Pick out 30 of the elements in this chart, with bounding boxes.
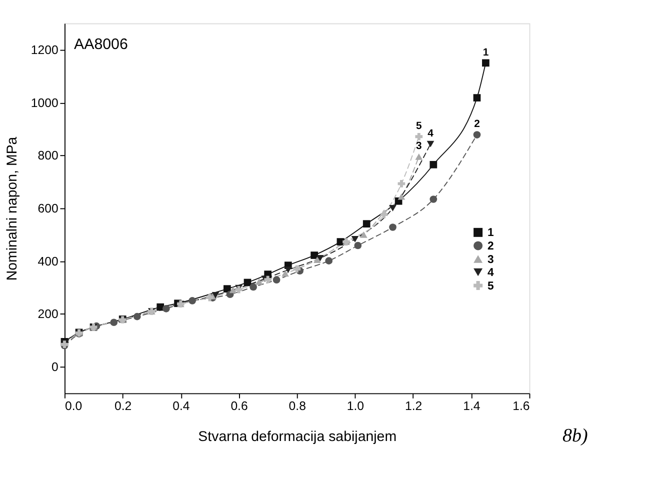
y-tick-label: 1200	[30, 42, 58, 57]
y-tick-label: 800	[38, 148, 58, 163]
x-tick-label: 1.2	[404, 398, 422, 413]
x-tick-label: 1.4	[463, 398, 480, 413]
text: 3	[416, 141, 422, 152]
legend-label: 5	[488, 280, 495, 292]
x-tick-label: 0.6	[230, 398, 248, 413]
legend-label: 2	[488, 240, 494, 252]
y-tick-label: 600	[38, 202, 58, 216]
x-tick-label: 1.0	[346, 398, 364, 413]
legend-label: 3	[488, 254, 494, 266]
x-tick-label: 1.6	[512, 398, 530, 413]
x-axis-title: Stvarna deformacija sabijanjem	[198, 429, 397, 446]
x-tick-label: 0.2	[114, 398, 132, 413]
legend-label: 1	[488, 227, 495, 240]
x-tick-label: 0.0	[64, 398, 82, 413]
x-tick-label: 0.4	[172, 398, 190, 413]
text: 4	[428, 128, 434, 140]
text: 1	[482, 47, 489, 58]
x-tick-label: 0.8	[288, 398, 306, 413]
text: 8b)	[562, 426, 588, 447]
y-tick-label: 0	[51, 360, 58, 374]
y-axis-title: Nominalni napon, MPa	[4, 136, 21, 281]
legend-label: 4	[488, 267, 495, 280]
annotation: AA8006	[74, 36, 128, 53]
y-tick-label: 1000	[30, 96, 58, 110]
y-tick-label: 400	[38, 254, 58, 268]
text: 5	[416, 121, 422, 132]
text: 2	[474, 119, 480, 130]
y-tick-label: 200	[38, 307, 58, 322]
